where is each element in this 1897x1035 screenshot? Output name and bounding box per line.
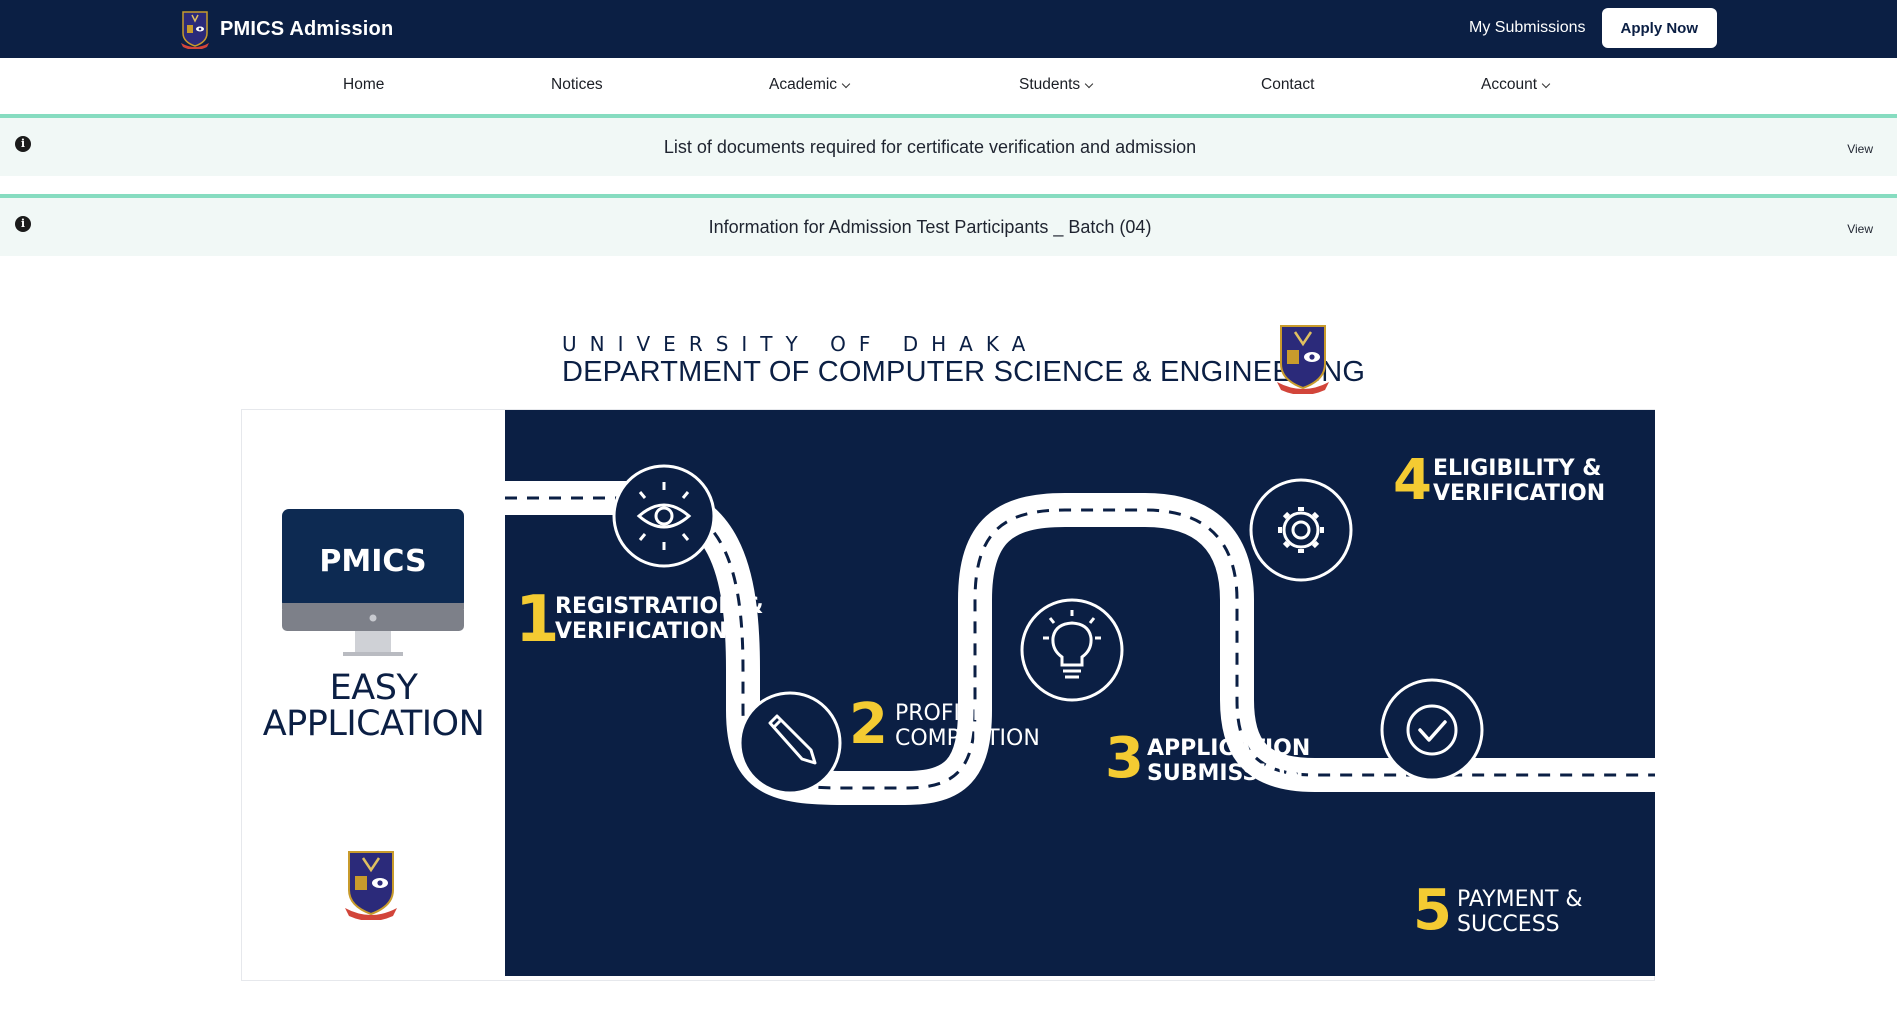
road-path (505, 481, 1655, 805)
step-label-line: VERIFICATION (1433, 481, 1606, 506)
tagline-line-2: APPLICATION (262, 704, 485, 744)
chevron-down-icon (841, 79, 851, 88)
main-nav: Home Notices Academic Students Contact A… (0, 58, 1897, 114)
step-label-line: VERIFICATION (555, 619, 728, 644)
nav-item-account[interactable]: Account (1481, 76, 1551, 94)
brand-title: PMICS Admission (220, 17, 394, 40)
step-label-line: REGISTRATION & (555, 594, 764, 619)
lightbulb-icon (1020, 598, 1124, 702)
top-actions: My Submissions Apply Now (1469, 8, 1717, 48)
step-number: 5 (1413, 878, 1452, 943)
nav-item-contact[interactable]: Contact (1261, 76, 1314, 94)
process-road (505, 464, 1655, 805)
step-number: 1 (515, 583, 560, 657)
application-process-banner: PMICS EASY APPLICATION (241, 409, 1655, 981)
banner-left-panel: PMICS EASY APPLICATION (242, 410, 505, 980)
notice-view-link[interactable]: View (1847, 142, 1873, 156)
step-label-line: ELIGIBILITY & (1433, 456, 1602, 481)
notice-view-link[interactable]: View (1847, 222, 1873, 236)
department-name: DEPARTMENT OF COMPUTER SCIENCE & ENGINEE… (562, 356, 1366, 388)
tagline-line-1: EASY (329, 668, 418, 708)
notice-text: List of documents required for certifica… (663, 137, 1197, 157)
step-label: PAYMENT & SUCCESS (1457, 887, 1583, 937)
step-label: ELIGIBILITY & VERIFICATION (1433, 456, 1605, 506)
university-crest-icon (181, 11, 209, 49)
chevron-down-icon (1084, 79, 1094, 88)
info-icon: i (15, 136, 31, 152)
banner-heading: UNIVERSITY OF DHAKA DEPARTMENT OF COMPUT… (0, 318, 1897, 398)
nav-item-label: Account (1481, 76, 1538, 93)
nav-item-label: Notices (551, 76, 603, 93)
university-crest-icon (1277, 325, 1329, 394)
nav-item-label: Home (343, 76, 385, 93)
top-navbar: PMICS Admission My Submissions Apply Now (0, 0, 1897, 58)
nav-item-academic[interactable]: Academic (769, 76, 851, 94)
check-icon (1380, 678, 1484, 782)
nav-item-label: Students (1019, 76, 1081, 93)
nav-item-label: Contact (1261, 76, 1315, 93)
info-icon: i (15, 216, 31, 232)
step-label-line: SUCCESS (1457, 912, 1560, 937)
step-label-line: APPLICATION (1147, 736, 1311, 761)
step-number: 2 (849, 692, 888, 757)
step-label-line: SUBMISSION (1147, 761, 1304, 786)
step-label: REGISTRATION & VERIFICATION (555, 594, 763, 644)
easy-application-label: EASY APPLICATION (242, 670, 505, 742)
step-label: APPLICATION SUBMISSION (1147, 736, 1310, 786)
step-label-line: COMPLETION (895, 726, 1040, 751)
nav-item-label: Academic (769, 76, 838, 93)
step-label-line: PAYMENT & (1457, 887, 1583, 912)
step-label-line: PROFILE (895, 701, 987, 726)
step-label: PROFILE COMPLETION (895, 701, 1040, 751)
notice-text: Information for Admission Test Participa… (708, 217, 1152, 237)
step-number: 4 (1393, 448, 1432, 513)
monitor-icon: PMICS (282, 509, 464, 656)
step-number: 3 (1105, 726, 1144, 791)
pencil-icon (738, 691, 842, 795)
eye-icon (612, 464, 716, 568)
nav-item-home[interactable]: Home (343, 76, 384, 94)
nav-item-notices[interactable]: Notices (551, 76, 603, 94)
university-name: UNIVERSITY OF DHAKA (562, 332, 1039, 356)
monitor-text: PMICS (319, 544, 426, 579)
chevron-down-icon (1541, 79, 1551, 88)
brand[interactable]: PMICS Admission (180, 9, 393, 49)
my-submissions-link[interactable]: My Submissions (1469, 19, 1586, 36)
notice-bar: i List of documents required for certifi… (0, 114, 1897, 176)
banner-right-panel: 1 REGISTRATION & VERIFICATION 2 PROFILE … (505, 410, 1655, 976)
notice-bar: i Information for Admission Test Partici… (0, 194, 1897, 256)
apply-now-button[interactable]: Apply Now (1601, 8, 1717, 48)
nav-item-students[interactable]: Students (1019, 76, 1094, 94)
gear-icon (1249, 478, 1353, 582)
university-crest-icon (345, 851, 397, 920)
